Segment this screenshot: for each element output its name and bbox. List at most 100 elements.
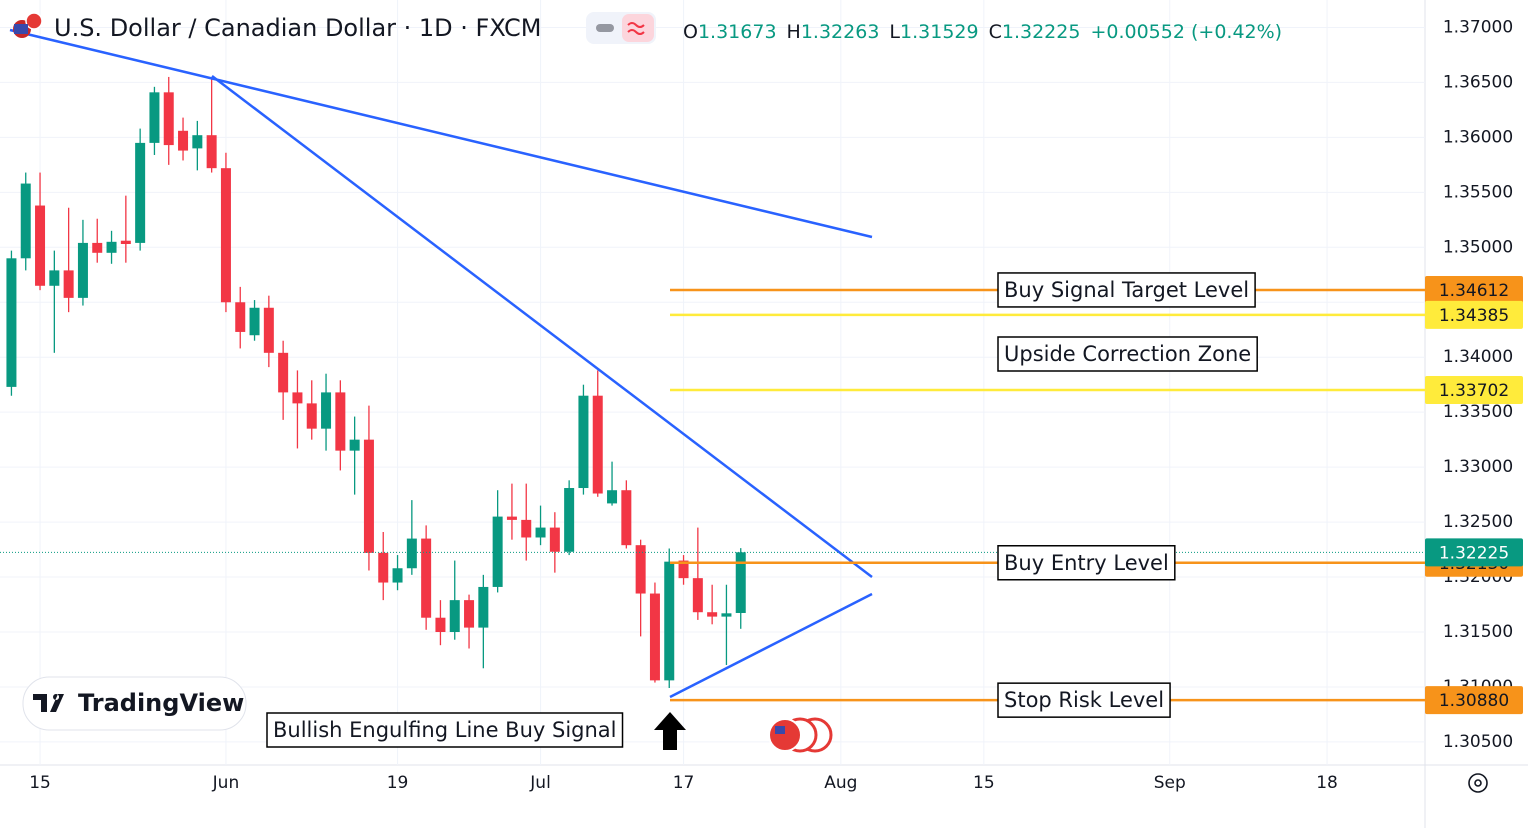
flag-icon [14, 24, 28, 34]
candle-body [135, 142, 146, 243]
candle-body [192, 135, 203, 149]
candle-body [707, 612, 718, 617]
candle-body [206, 135, 217, 169]
price-tags: 1.346121.343851.337021.321301.308801.322… [1425, 275, 1523, 715]
candle-body [521, 519, 532, 538]
candle-body [249, 307, 260, 336]
candle-body [77, 242, 88, 298]
candles [6, 76, 746, 689]
candle-body [35, 205, 46, 286]
price-tag-label: 1.30880 [1439, 691, 1509, 711]
wave-icon [627, 22, 645, 35]
price-tag-label: 1.34612 [1439, 281, 1509, 301]
x-tick-label: 18 [1316, 773, 1338, 793]
x-tick-label: 15 [973, 773, 995, 793]
ohlc-item: 1.32263 [801, 21, 880, 43]
trend-line [9, 28, 873, 239]
price-tag [1425, 538, 1523, 567]
candle-body [106, 241, 117, 253]
candle-body [478, 586, 489, 628]
candle-body [621, 490, 632, 546]
price-tag [1425, 300, 1523, 329]
candle-body [406, 538, 417, 569]
flag-icon [768, 718, 802, 752]
candle-body [506, 516, 517, 520]
ohlc-item: O [683, 21, 698, 43]
symbol-title: U.S. Dollar / Canadian Dollar · 1D · FXC… [54, 14, 542, 42]
candle-body [549, 527, 560, 552]
candle-body [363, 439, 374, 553]
candle-body [564, 488, 575, 552]
y-tick-label: 1.33500 [1443, 402, 1513, 422]
toggle-icon [622, 14, 654, 42]
y-tick-label: 1.35500 [1443, 182, 1513, 202]
candle-body [335, 392, 346, 451]
ohlc-item: H [787, 21, 801, 43]
candle-body [435, 617, 446, 633]
ohlc-item: L [889, 21, 900, 43]
x-tick-label: 19 [387, 773, 409, 793]
price-tag-label: 1.32225 [1439, 543, 1509, 563]
candle-body [464, 600, 475, 628]
flag-icons [768, 717, 833, 753]
arrow-up [654, 712, 686, 750]
candle-body [178, 130, 189, 151]
candle-body [306, 403, 317, 429]
candle-body [220, 168, 231, 303]
candle-body [321, 392, 332, 429]
candle-body [49, 270, 60, 286]
ohlc-item: C [989, 21, 1002, 43]
y-tick-label: 1.31500 [1443, 622, 1513, 642]
x-tick-label: Sep [1154, 773, 1186, 793]
candle-body [492, 516, 503, 587]
candle-body [292, 392, 303, 404]
candle-body [664, 561, 675, 681]
price-tag [1425, 375, 1523, 404]
price-tag-label: 1.33702 [1439, 381, 1509, 401]
settings-icon [1474, 779, 1482, 787]
candle-body [735, 552, 746, 613]
zone-box [997, 336, 1258, 372]
brand-logo [33, 694, 64, 712]
zone-label: Upside Correction Zone [1004, 342, 1251, 366]
toggle-icon [596, 24, 614, 32]
ohlc-legend: O1.31673 H1.32263 L1.31529 C1.32225 +0.00552… [683, 21, 1282, 43]
ohlc-item: 1.32225 [1002, 21, 1081, 43]
candle-body [578, 395, 589, 489]
brand-name: TradingView [78, 689, 244, 717]
x-tick-label: 17 [673, 773, 695, 793]
level-name: Buy Signal Target Level [1004, 278, 1249, 302]
candle-body [349, 439, 360, 451]
price-tag-label: 1.34385 [1439, 306, 1509, 326]
y-tick-label: 1.33000 [1443, 457, 1513, 477]
y-tick-label: 1.36500 [1443, 72, 1513, 92]
candle-body [678, 560, 689, 579]
candle-body [92, 242, 103, 253]
candle-body [63, 270, 74, 298]
candle-body [449, 600, 460, 633]
ohlc-item: 1.31673 [698, 21, 777, 43]
x-tick-label: Jul [529, 773, 551, 793]
candle-body [20, 183, 31, 259]
annotation: Bullish Engulfing Line Buy Signal [273, 718, 617, 742]
y-tick-label: 1.36000 [1443, 127, 1513, 147]
ohlc-item: 1.31529 [900, 21, 979, 43]
candle-body [120, 240, 131, 245]
candle-body [721, 613, 732, 617]
ohlc-item: +0.00552 (+0.42%) [1090, 21, 1282, 43]
x-tick-label: Aug [824, 773, 857, 793]
candle-body [535, 527, 546, 538]
y-tick-label: 1.32500 [1443, 512, 1513, 532]
candle-body [163, 92, 174, 146]
candle-body [149, 92, 160, 143]
settings-icon[interactable] [1468, 773, 1488, 793]
candle-body [235, 302, 246, 332]
level-name: Stop Risk Level [1004, 688, 1164, 712]
y-tick-label: 1.37000 [1443, 17, 1513, 37]
y-tick-label: 1.34000 [1443, 347, 1513, 367]
candle-body [6, 258, 17, 387]
candle-body [592, 395, 603, 494]
y-tick-label: 1.35000 [1443, 237, 1513, 257]
